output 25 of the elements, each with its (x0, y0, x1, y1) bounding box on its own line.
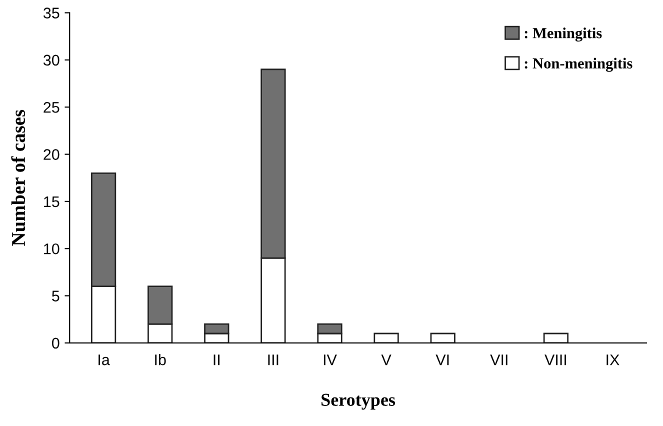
legend-label: : Meningitis (524, 28, 602, 42)
x-tick-label: Ib (155, 354, 166, 366)
y-tick-label: 25 (44, 102, 60, 113)
y-tick-label: 5 (52, 290, 60, 302)
x-axis-title: Serotypes (322, 394, 396, 410)
x-tick-label: II (214, 354, 220, 366)
y-tick-label: 10 (44, 243, 60, 254)
legend-label: : Non-meningitis (524, 58, 632, 72)
y-tick-label: 20 (44, 149, 60, 160)
x-tick-label: VI (436, 354, 449, 366)
x-tick-label: Ia (98, 354, 110, 366)
x-tick-label: V (381, 354, 392, 366)
x-tick-label: VII (490, 354, 508, 366)
y-tick-label: 15 (44, 196, 60, 208)
y-tick-label: 30 (43, 54, 60, 66)
x-tick-label: III (268, 354, 278, 366)
y-tick-label: 0 (52, 338, 60, 349)
bar (374, 332, 399, 343)
x-tick-label: IV (324, 354, 337, 366)
y-tick-label: 35 (43, 8, 60, 18)
bar (543, 332, 569, 343)
x-tick-label: VIII (544, 354, 566, 366)
bar (430, 332, 456, 343)
x-tick-label: IX (606, 354, 620, 366)
y-axis-title: Number of cases (11, 110, 26, 246)
